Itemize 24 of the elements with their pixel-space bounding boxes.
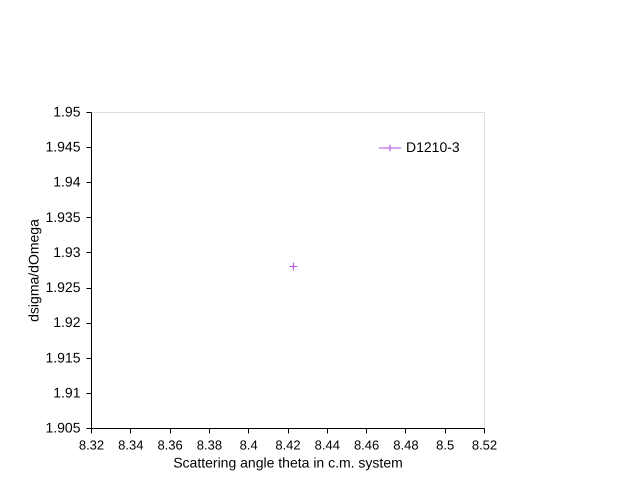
y-tick-label: 1.905 xyxy=(45,420,81,436)
y-tick-label: 1.915 xyxy=(45,349,81,366)
y-tick-label: 1.94 xyxy=(53,174,81,190)
y-tick-label: 1.93 xyxy=(53,244,81,260)
y-axis-title: dsigma/dOmega xyxy=(25,218,42,322)
legend-label: D1210-3 xyxy=(406,139,460,155)
x-tick-label: 8.48 xyxy=(393,438,419,452)
y-tick-label: 1.935 xyxy=(45,208,81,225)
y-tick-label: 1.945 xyxy=(45,138,81,155)
y-tick-label: 1.92 xyxy=(53,314,81,330)
y-tick-label: 1.91 xyxy=(53,384,81,400)
x-tick-label: 8.44 xyxy=(314,438,340,452)
x-tick-label: 8.4 xyxy=(240,438,258,452)
x-tick-label: 8.34 xyxy=(118,438,144,452)
x-tick-label: 8.42 xyxy=(275,438,301,452)
y-tick-label: 1.925 xyxy=(45,279,81,296)
x-tick-label: 8.52 xyxy=(472,438,498,452)
x-tick-label: 8.36 xyxy=(157,438,183,452)
x-tick-label: 8.5 xyxy=(436,438,454,452)
x-tick-label: 8.32 xyxy=(78,438,104,452)
x-axis-title: Scattering angle theta in c.m. system xyxy=(173,454,403,470)
x-tick-label: 8.38 xyxy=(196,438,222,452)
y-tick-label: 1.95 xyxy=(53,104,81,120)
x-tick-label: 8.46 xyxy=(354,438,380,452)
